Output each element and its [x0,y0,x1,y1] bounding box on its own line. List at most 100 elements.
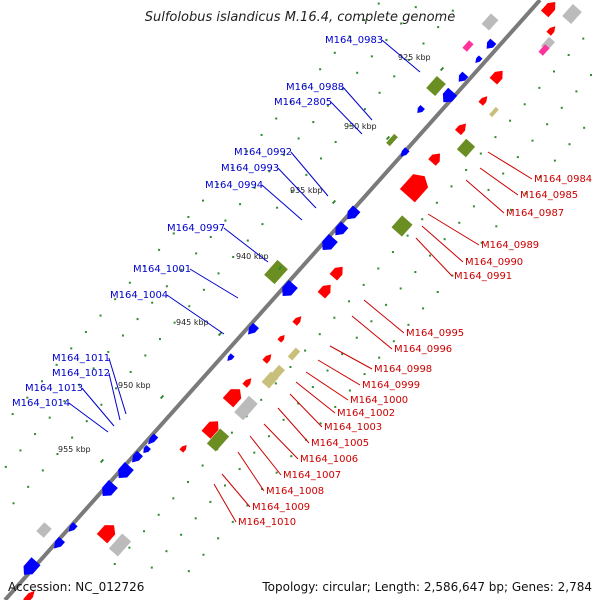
track-dot [451,9,454,12]
plus-strand-gene [458,71,469,82]
track-dot [282,418,285,421]
minus-gene-leader [479,167,519,196]
minus-strand-gene [399,174,429,203]
plus-gene-label: M164_0997 [167,223,225,234]
minus-strand-gene [23,590,35,600]
minus-gene-label: M164_0991 [454,271,512,282]
minus-gene-leader [415,237,453,277]
track-dot [172,497,175,500]
track-dot [392,340,395,343]
track-dot [362,283,365,286]
track-dot [414,6,417,9]
plus-gene-leader [223,227,269,263]
track-dot [326,369,329,372]
track-dot [114,298,117,301]
topology-text: Topology: circular; Length: 2,586,647 bp… [262,580,592,594]
track-dot [157,513,160,516]
track-dot [319,68,322,71]
accession-text: Accession: NC_012726 [8,580,145,594]
track-dot [143,530,146,533]
minus-gene-label: M164_0998 [374,364,432,375]
plus-strand-gene [417,105,425,113]
plus-gene-label: M164_1001 [133,264,191,275]
track-dot [406,234,409,237]
track-dot [487,188,490,191]
track-dot [282,153,285,156]
track-dot [407,58,410,61]
plus-gene-leader [108,372,121,421]
minus-gene-label: M164_1005 [311,438,369,449]
track-dot [276,206,279,209]
plus-strand-gene [227,353,235,361]
track-dot [27,485,30,488]
minus-strand-gene [562,4,582,24]
track-dot [391,251,394,254]
minus-strand-gene [261,371,279,389]
track-dot [450,185,453,188]
track-dot [158,338,161,341]
track-dot [230,431,233,434]
track-dot [304,349,307,352]
track-dot [55,363,58,366]
track-dot [494,136,497,139]
track-dot [385,303,388,306]
plus-strand-gene [68,522,78,532]
track-dot [479,152,482,155]
track-dot [172,232,175,235]
plus-gene-label: M164_0994 [205,180,263,191]
track-dot [400,22,403,25]
track-dot [12,502,15,505]
track-dot [377,267,380,270]
track-dot [349,124,352,127]
track-dot [553,159,556,162]
track-dot [115,387,118,390]
kbp-label: 930 kbp [344,122,377,131]
track-dot [523,103,526,106]
track-dot [377,2,380,5]
track-dot [538,86,541,89]
track-dot [158,248,161,251]
track-dot [495,225,498,228]
track-dot [85,420,88,423]
track-dot [341,353,344,356]
minus-strand-gene [287,347,301,361]
plus-gene-label: M164_1012 [52,368,110,379]
plus-gene-label: M164_1013 [25,383,83,394]
minus-strand-gene [292,316,302,326]
minus-strand-gene [222,389,242,408]
minus-gene-leader [221,473,251,508]
track-dot [393,75,396,78]
track-dot [311,385,314,388]
track-dot [40,380,43,383]
minus-gene-label: M164_0985 [520,190,578,201]
track-dot [560,106,563,109]
plus-strand-gene [400,147,410,157]
track-dot [421,218,424,221]
plus-gene-leader [290,151,329,197]
minus-strand-gene [540,2,556,18]
track-dot [304,84,307,87]
track-dot [290,455,293,458]
track-dot [48,416,51,419]
track-dot [202,199,205,202]
minus-gene-label: M164_1000 [350,395,408,406]
plus-gene-label: M164_0983 [325,35,383,46]
minus-gene-label: M164_0996 [394,344,452,355]
kbp-tick [159,394,165,400]
track-dot [334,405,337,408]
track-dot [11,413,14,416]
track-dot [107,350,110,353]
track-dot [275,117,278,120]
minus-gene-label: M164_1003 [324,422,382,433]
track-dot [41,469,44,472]
minus-gene-label: M164_1007 [283,470,341,481]
track-dot [92,367,95,370]
plus-strand-gene [322,234,338,250]
plus-gene-label: M164_0993 [221,163,279,174]
track-dot [77,383,80,386]
track-dot [333,316,336,319]
kbp-tick [277,265,283,271]
track-dot [224,219,227,222]
